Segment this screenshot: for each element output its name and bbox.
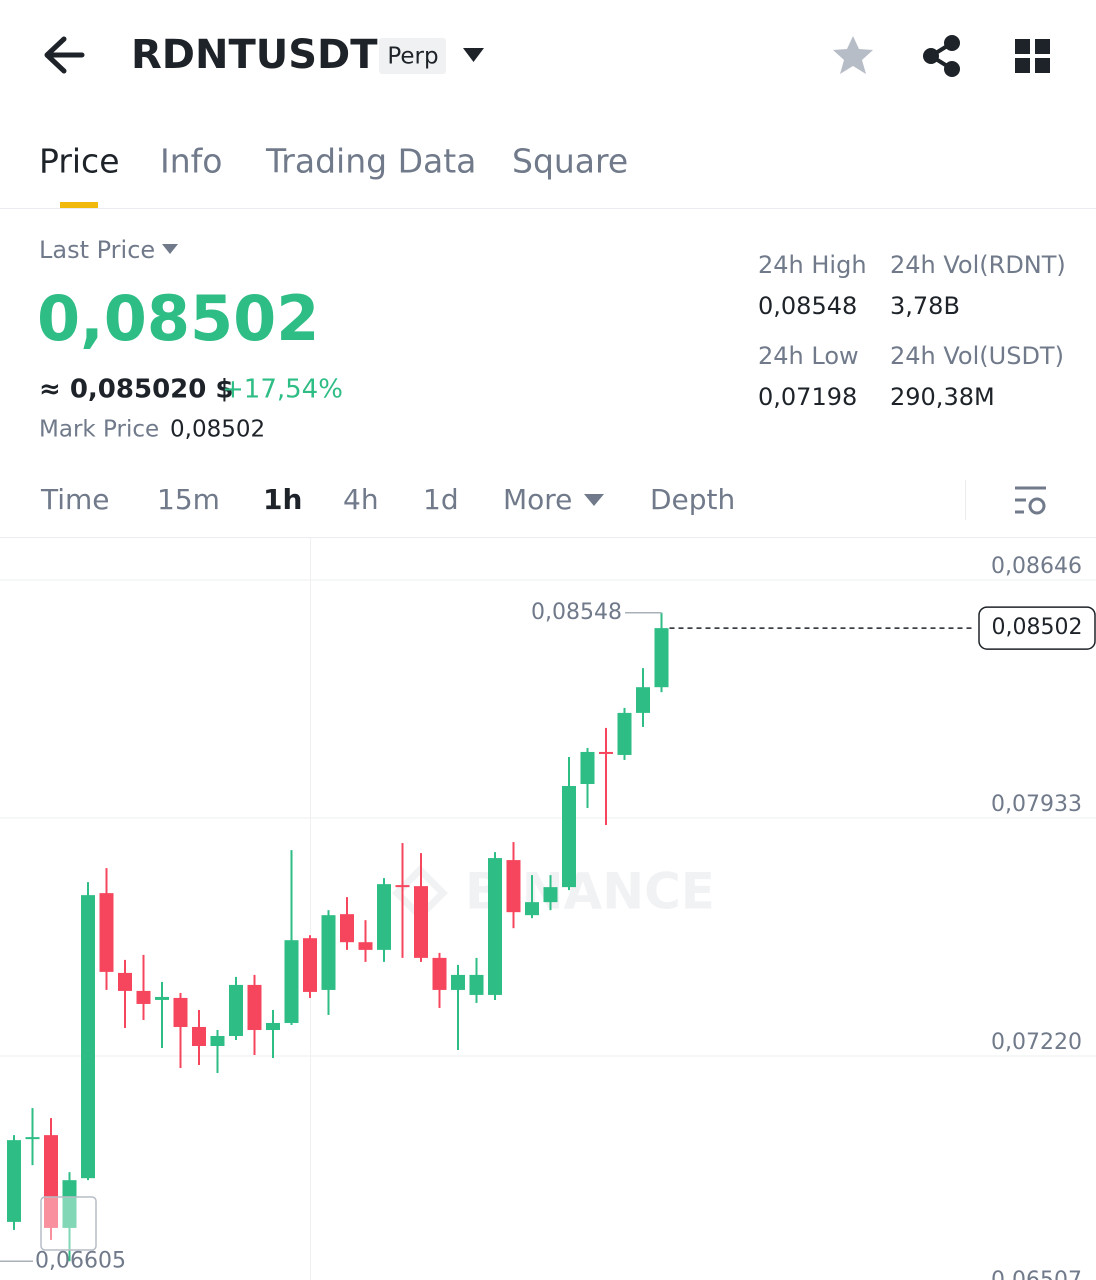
candle-body — [118, 972, 132, 991]
candle-body — [25, 1137, 40, 1140]
candle-body — [395, 885, 410, 888]
candle-body — [580, 751, 595, 784]
stat-value: 3,78B — [890, 292, 960, 320]
candle-body — [99, 893, 114, 972]
candle-body — [414, 886, 428, 958]
candle-body — [62, 1180, 77, 1228]
candle-body — [136, 990, 151, 1004]
y-tick-label: 0,07933 — [991, 792, 1082, 817]
symbol[interactable]: RDNTUSDT — [131, 32, 378, 78]
tab[interactable]: Trading Data — [265, 142, 476, 181]
candle-body — [340, 914, 354, 943]
candle-body — [303, 938, 317, 992]
interval[interactable]: Depth — [650, 483, 735, 516]
stat-value: 0,08548 — [758, 292, 857, 320]
tab[interactable]: Square — [512, 142, 628, 181]
more-dropdown[interactable] — [584, 494, 604, 506]
interval[interactable]: Time — [40, 483, 110, 516]
badge-bg — [379, 38, 446, 74]
candle-body — [7, 1140, 21, 1222]
candle-body — [210, 1035, 225, 1047]
last-price: 0,08502 — [37, 282, 319, 355]
chart-settings-icon[interactable] — [1015, 486, 1046, 515]
candle-body — [321, 915, 336, 990]
watermark: BINANCE — [465, 863, 715, 921]
interval[interactable]: 1h — [263, 483, 302, 516]
price-change: +17,54% — [222, 375, 343, 405]
candle-body — [81, 895, 95, 1179]
candle-body — [266, 1022, 280, 1030]
candle-body — [247, 984, 262, 1030]
tab-indicator — [60, 202, 98, 208]
high-marker-label: 0,08548 — [531, 600, 622, 625]
stat-label: 24h High — [758, 251, 867, 279]
tab[interactable]: Info — [160, 142, 222, 181]
candle-body — [451, 974, 465, 990]
interval[interactable]: 4h — [343, 483, 379, 516]
candle-body — [358, 942, 373, 950]
y-tick-label: 0,07220 — [991, 1030, 1082, 1055]
mark-price: 0,08502 — [170, 417, 265, 443]
mark-price-label: Mark Price — [39, 417, 159, 443]
y-tick-label: 0,06507 — [991, 1268, 1082, 1280]
candle-body — [44, 1135, 58, 1228]
stat-label: 24h Vol(RDNT) — [890, 251, 1066, 279]
approx-price: ≈ 0,085020 $ — [39, 375, 234, 405]
candle-body — [525, 902, 539, 916]
candle-body — [599, 751, 613, 754]
reset-view-button[interactable] — [40, 1196, 97, 1251]
candle-body — [506, 860, 521, 913]
badge: Perp — [387, 44, 438, 70]
last-price-label[interactable]: Last Price — [39, 236, 155, 264]
candle-body — [432, 957, 447, 990]
interval[interactable]: 1d — [423, 483, 459, 516]
symbol-dropdown[interactable] — [463, 48, 484, 62]
interval[interactable]: 15m — [157, 483, 220, 516]
candle-body — [636, 687, 650, 713]
candle-body — [543, 887, 558, 903]
candle-body — [617, 712, 632, 755]
candle-body — [469, 974, 484, 995]
stat-label: 24h Low — [758, 342, 859, 370]
candle-body — [155, 996, 169, 1000]
last-price-box — [978, 606, 1096, 650]
candle-body — [654, 628, 669, 688]
last-price-label: 0,08502 — [992, 615, 1083, 640]
stat-value: 290,38M — [890, 383, 995, 411]
tab[interactable]: Price — [39, 142, 120, 181]
interval[interactable]: More — [503, 483, 572, 516]
menu-icon[interactable] — [1015, 39, 1050, 73]
candle-body — [377, 884, 391, 950]
share-icon[interactable] — [923, 35, 960, 77]
back-icon — [44, 36, 85, 74]
candle-body — [192, 1026, 206, 1047]
low-marker-label: 0,06605 — [35, 1248, 126, 1273]
candle-body — [562, 785, 576, 888]
last-price-dropdown[interactable] — [162, 244, 178, 254]
back-button[interactable] — [44, 36, 85, 74]
favorite-icon[interactable] — [833, 36, 873, 74]
stat-value: 0,07198 — [758, 383, 857, 411]
candle-body — [229, 984, 243, 1036]
candle-body — [488, 858, 502, 995]
candle-body — [284, 940, 299, 1023]
candle-body — [173, 997, 188, 1027]
y-tick-label: 0,08646 — [991, 554, 1082, 579]
stat-label: 24h Vol(USDT) — [890, 342, 1064, 370]
